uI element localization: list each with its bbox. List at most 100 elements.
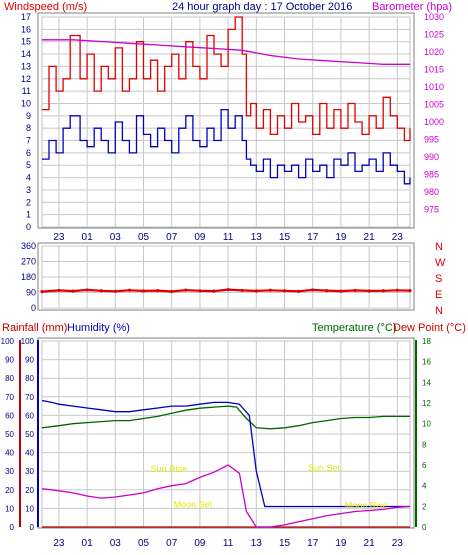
rainfall-tick-label: 80	[5, 374, 14, 383]
humidity-tick-label: 10	[25, 504, 34, 513]
wind-average-line	[42, 108, 411, 185]
dewpoint-axis-label: Dew Point (°C)	[393, 322, 466, 334]
wind-direction-point	[367, 289, 371, 293]
humidity-tick-label: 0	[30, 523, 35, 532]
rainfall-tick-label: 0	[10, 523, 15, 532]
wind-direction-point	[127, 288, 132, 292]
direction-panel-frame	[37, 242, 415, 311]
windspeed-tick-label: 4	[26, 173, 31, 183]
astronomy-annotation: Moon Set	[174, 499, 213, 509]
x-tick-label: 13	[251, 232, 263, 243]
wind-direction-point	[282, 289, 287, 293]
windspeed-tick-label: 5	[26, 160, 31, 170]
dew-point-line	[41, 464, 411, 528]
barometer-tick-label: 1015	[424, 65, 444, 75]
barometer-tick-label: 985	[424, 170, 439, 180]
x-tick-label: 21	[364, 232, 376, 243]
x-tick-label: 11	[223, 538, 234, 549]
x-tick-label: 07	[166, 232, 178, 243]
x-tick-label: 15	[279, 538, 291, 549]
x-tick-label: 19	[335, 232, 347, 243]
windspeed-tick-label: 1	[26, 210, 31, 220]
wind-direction-point	[113, 289, 117, 293]
astronomy-annotation: Sun Set	[308, 463, 341, 473]
humidity-tick-label: 30	[25, 467, 34, 476]
wind-direction-point	[254, 289, 258, 293]
wind-direction-point	[170, 289, 174, 294]
x-tick-label: 23	[392, 232, 404, 243]
direction-tick-label: 180	[21, 272, 36, 282]
compass-label-s: S	[435, 273, 442, 285]
rainfall-tick-label: 20	[5, 486, 14, 495]
humidity-tick-label: 80	[25, 374, 34, 383]
temperature-tick-label: 16	[422, 358, 431, 367]
wind-direction-point	[40, 290, 44, 294]
x-tick-label: 03	[110, 232, 122, 243]
windspeed-tick-label: 0	[26, 222, 31, 232]
direction-tick-label: 270	[21, 257, 36, 267]
barometer-line	[42, 39, 410, 65]
wind-direction-point	[57, 288, 61, 293]
barometer-tick-label: 980	[424, 187, 439, 197]
humidity-tick-label: 70	[25, 393, 34, 402]
temperature-tick-label: 18	[422, 337, 431, 346]
rainfall-tick-label: 70	[5, 393, 14, 402]
wind-direction-point	[198, 289, 202, 293]
windspeed-tick-label: 9	[26, 111, 31, 121]
barometer-tick-label: 1025	[424, 30, 444, 40]
windspeed-tick-label: 3	[26, 185, 31, 195]
barometer-tick-label: 1020	[424, 47, 444, 57]
rainfall-tick-label: 30	[5, 467, 14, 476]
x-tick-label: 21	[364, 538, 376, 549]
wind-direction-point	[268, 288, 273, 292]
humidity-tick-label: 50	[25, 430, 34, 439]
humidity-line	[41, 399, 410, 508]
temperature-axis-label: Temperature (°C)	[312, 322, 396, 334]
windspeed-tick-label: 14	[21, 49, 31, 59]
chart-title: 24 hour graph day : 17 October 2016	[172, 1, 352, 13]
wind-direction-point	[408, 289, 412, 293]
wind-direction-point	[184, 288, 188, 292]
barometer-tick-label: 1010	[424, 82, 444, 92]
windspeed-tick-label: 13	[21, 61, 31, 71]
x-tick-label: 09	[194, 232, 206, 243]
rainfall-tick-label: 100	[1, 337, 15, 346]
wind-direction-point	[311, 288, 315, 292]
humidity-tick-label: 20	[25, 486, 34, 495]
compass-label-n-top: N	[435, 241, 443, 253]
barometer-tick-label: 1030	[424, 12, 444, 22]
rainfall-tick-label: 50	[5, 430, 14, 439]
humidity-tick-label: 100	[21, 337, 35, 346]
x-tick-label: 23	[53, 232, 65, 243]
wind-direction-point	[156, 289, 160, 293]
x-tick-label: 15	[279, 232, 291, 243]
windspeed-tick-label: 6	[26, 148, 31, 158]
barometer-tick-label: 1000	[424, 117, 444, 127]
temperature-tick-label: 8	[422, 440, 427, 449]
windspeed-tick-label: 10	[21, 98, 31, 108]
barometer-tick-label: 1005	[424, 100, 444, 110]
wind-direction-point	[395, 288, 399, 292]
wind-direction-point	[99, 289, 103, 293]
windspeed-tick-label: 12	[21, 74, 31, 84]
windspeed-axis-label: Windspeed (m/s)	[4, 1, 87, 13]
rainfall-tick-label: 10	[5, 504, 14, 513]
x-tick-label: 23	[392, 538, 404, 549]
x-tick-label: 03	[110, 538, 122, 549]
temperature-line	[41, 405, 410, 430]
temperature-tick-label: 4	[422, 482, 427, 491]
temperature-tick-label: 14	[422, 378, 431, 387]
barometer-tick-label: 990	[424, 152, 439, 162]
humidity-tick-label: 40	[25, 449, 34, 458]
windspeed-tick-label: 8	[26, 123, 31, 133]
x-tick-label: 01	[82, 232, 94, 243]
temperature-tick-label: 2	[422, 502, 427, 511]
windspeed-tick-label: 16	[21, 24, 31, 34]
rainfall-axis-label: Rainfall (mm)	[2, 322, 67, 334]
astronomy-annotation: Moon Rise	[345, 500, 388, 510]
temperature-tick-label: 0	[422, 523, 427, 532]
humidity-tick-label: 90	[25, 356, 34, 365]
x-tick-label: 13	[251, 538, 263, 549]
